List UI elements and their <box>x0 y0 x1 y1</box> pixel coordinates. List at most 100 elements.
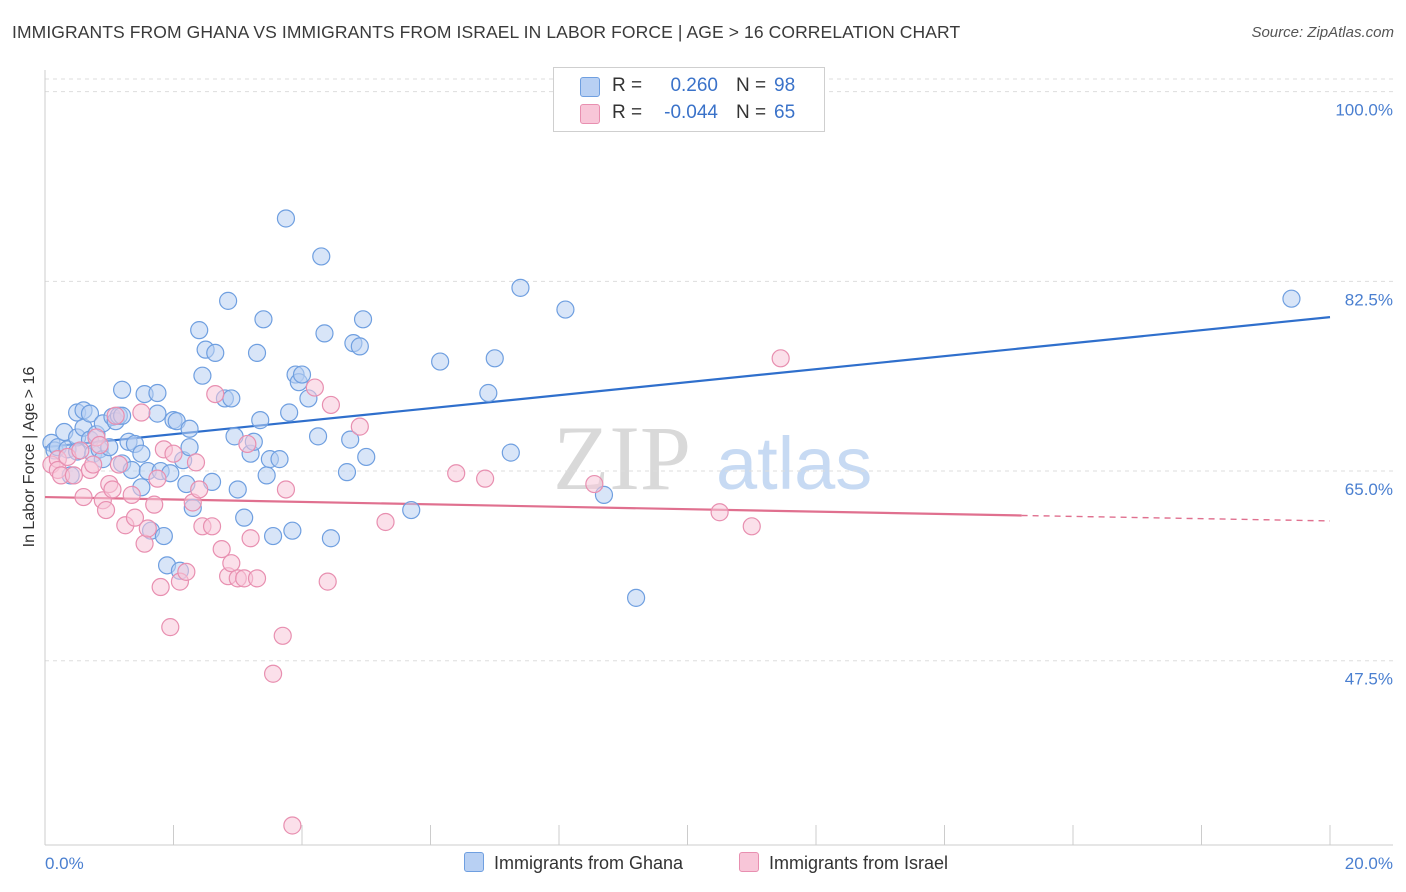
israel-point <box>148 469 167 488</box>
israel-point <box>476 469 495 488</box>
israel-point <box>321 395 341 415</box>
ghana-point <box>276 209 296 228</box>
israel-point <box>447 464 466 483</box>
chart-title: IMMIGRANTS FROM GHANA VS IMMIGRANTS FROM… <box>12 22 961 42</box>
ghana-point <box>626 588 646 607</box>
ghana-point <box>556 300 575 319</box>
israel-point <box>135 534 154 553</box>
israel-point <box>710 503 729 522</box>
ghana-point <box>235 508 254 527</box>
r-label: R = <box>612 75 643 96</box>
israel-point <box>96 500 116 520</box>
israel-trend-line-extension <box>1021 514 1331 522</box>
israel-point <box>125 508 145 527</box>
ghana-point <box>479 383 498 403</box>
israel-point <box>132 403 151 422</box>
israel-point <box>90 435 109 455</box>
ghana-point <box>148 404 167 423</box>
ghana-point <box>132 444 151 463</box>
legend-row-israel: R = -0.044 N = 65 <box>554 101 824 127</box>
n-label: N = <box>736 102 767 123</box>
israel-point <box>106 406 125 425</box>
ghana-point <box>219 291 238 310</box>
israel-point <box>145 495 164 514</box>
ghana-point <box>283 521 302 540</box>
israel-point <box>109 455 128 474</box>
ghana-point <box>193 366 212 385</box>
y-tick-label: 82.5% <box>1345 290 1393 309</box>
watermark-zip: ZIP <box>553 407 691 509</box>
israel-point <box>376 512 395 532</box>
israel-point <box>190 480 209 499</box>
israel-point <box>771 349 790 368</box>
ghana-point <box>308 427 328 446</box>
tick-labels: 47.5% 65.0% 82.5% 100.0% 0.0% 20.0% <box>45 101 1393 873</box>
ghana-point <box>315 324 334 343</box>
ghana-legend-swatch <box>464 852 484 872</box>
israel-point <box>103 480 122 499</box>
ghana-point <box>154 526 173 546</box>
ghana-point <box>280 403 299 422</box>
israel-point <box>202 517 222 536</box>
ghana-point <box>148 383 167 403</box>
ghana-point <box>257 466 276 485</box>
ghana-point <box>247 343 267 363</box>
israel-point <box>212 539 231 559</box>
israel-point <box>64 466 84 485</box>
ghana-point <box>251 411 270 430</box>
israel-point <box>74 487 93 507</box>
israel-point <box>247 569 267 588</box>
watermark-atlas: atlas <box>716 422 872 505</box>
ghana-point <box>501 443 520 462</box>
israel-point <box>71 441 90 460</box>
ghana-point <box>511 278 530 297</box>
ghana-point <box>292 365 312 384</box>
ghana-point <box>431 352 450 371</box>
israel-point <box>84 455 103 474</box>
ghana-swatch <box>580 77 600 97</box>
ghana-point <box>263 526 283 546</box>
israel-point <box>122 485 141 504</box>
israel-point <box>206 384 225 404</box>
israel-point <box>273 626 292 645</box>
y-tick-label: 47.5% <box>1345 670 1393 689</box>
ghana-point <box>353 310 373 329</box>
ghana-point <box>180 438 199 457</box>
israel-point <box>318 572 337 591</box>
israel-point <box>151 577 170 597</box>
n-value: 65 <box>774 102 796 123</box>
r-value: -0.044 <box>664 102 718 123</box>
ghana-point <box>337 463 357 482</box>
ghana-point <box>357 447 376 467</box>
legend-row-ghana: R = 0.260 N = 98 <box>554 74 824 100</box>
israel-point <box>186 453 206 472</box>
ghana-point <box>190 321 209 340</box>
source-credit: Source: ZipAtlas.com <box>1251 24 1394 41</box>
legend-item-israel: Immigrants from Israel <box>739 852 948 874</box>
ghana-point <box>485 349 504 368</box>
ghana-point <box>180 419 199 438</box>
y-tick-label: 65.0% <box>1345 480 1393 499</box>
israel-point <box>276 480 296 499</box>
ghana-point <box>350 337 369 356</box>
ghana-point <box>402 500 421 520</box>
ghana-point <box>222 389 241 408</box>
israel-point <box>305 378 324 397</box>
ghana-point <box>321 529 341 548</box>
ghana-point <box>341 430 360 449</box>
ghana-point <box>206 343 225 363</box>
ghana-point <box>270 450 289 469</box>
israel-point <box>238 434 257 454</box>
stats-legend: R = 0.260 N = 98 R = -0.044 N = 65 <box>553 67 825 132</box>
israel-legend-label: Immigrants from Israel <box>769 853 949 873</box>
israel-point <box>585 474 604 494</box>
israel-point <box>263 664 283 683</box>
israel-point <box>350 417 369 436</box>
israel-point <box>222 554 241 573</box>
ghana-point <box>312 247 331 266</box>
israel-point <box>164 444 183 463</box>
ghana-point <box>228 480 247 499</box>
axes <box>44 70 1393 846</box>
israel-point <box>283 816 302 835</box>
